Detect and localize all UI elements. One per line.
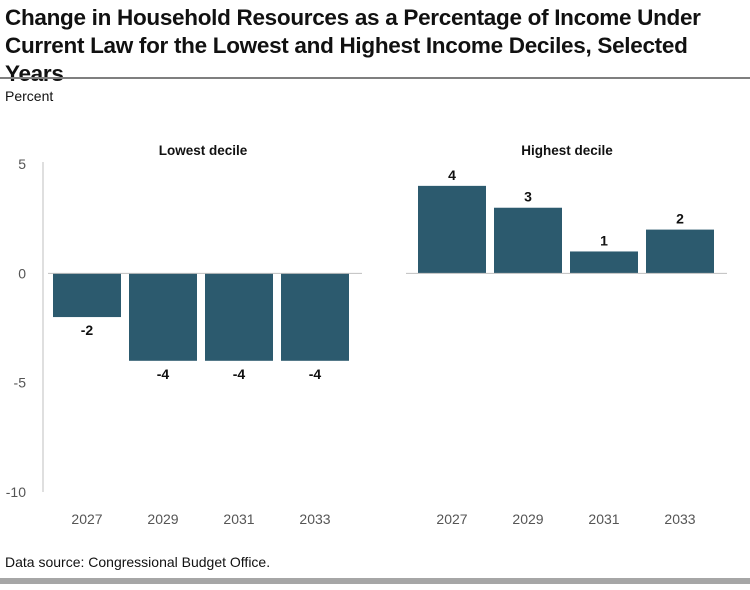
data-source-note: Data source: Congressional Budget Office… [5,554,271,570]
panel-title: Lowest decile [159,143,248,158]
bar-value-label: -4 [157,366,170,382]
y-tick-label: 5 [18,156,26,172]
bar-value-label: -4 [233,366,246,382]
y-tick-label: 0 [18,265,26,281]
bar [494,207,562,274]
y-axis-unit-label: Percent [5,88,54,104]
bar [570,251,638,274]
bar-value-label: 2 [676,211,684,227]
panel-title: Highest decile [521,143,613,158]
bar [646,229,714,274]
bottom-rule [0,578,750,584]
bar [418,185,486,274]
bar [205,273,273,361]
bar [129,273,197,361]
y-tick-label: -5 [14,375,27,391]
bar-value-label: -4 [309,366,322,382]
x-tick-label: 2027 [436,511,467,527]
bar-value-label: 3 [524,189,532,205]
bar-value-label: 4 [448,167,456,183]
x-tick-label: 2031 [223,511,254,527]
bar [281,273,349,361]
x-tick-label: 2033 [299,511,330,527]
x-tick-label: 2027 [71,511,102,527]
x-tick-label: 2033 [664,511,695,527]
chart-title: Change in Household Resources as a Perce… [5,5,701,86]
top-rule [0,77,750,79]
x-tick-label: 2031 [588,511,619,527]
y-tick-label: -10 [6,484,26,500]
bar-value-label: 1 [600,232,608,248]
bar [53,273,121,318]
bar-value-label: -2 [81,322,94,338]
x-tick-label: 2029 [147,511,178,527]
x-tick-label: 2029 [512,511,543,527]
